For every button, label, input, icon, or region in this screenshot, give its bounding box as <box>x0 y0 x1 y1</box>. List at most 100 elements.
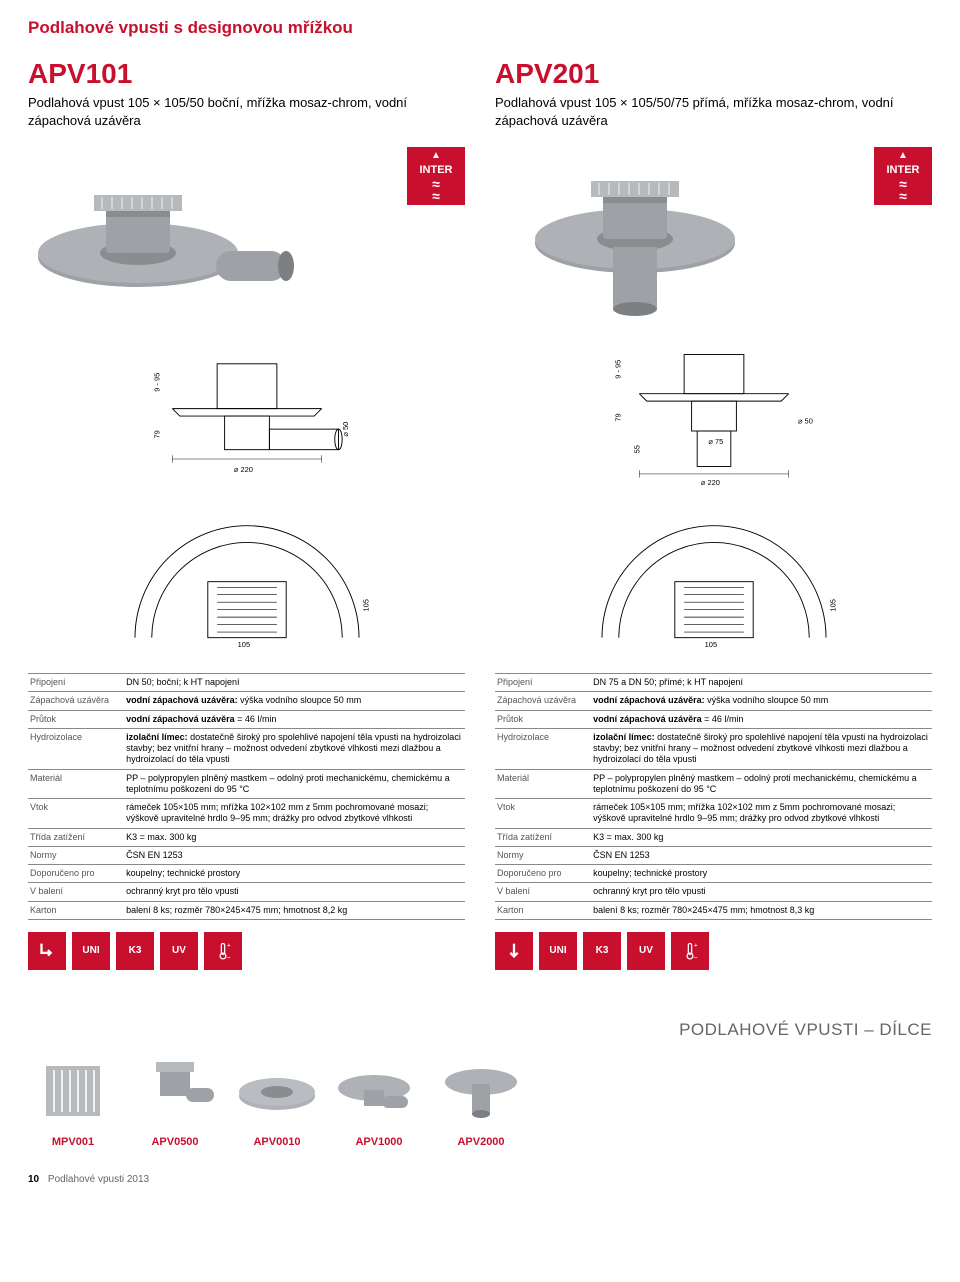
top-diagram: 105 105 <box>574 507 854 647</box>
product-col-apv201: APV201 Podlahová vpust 105 × 105/50/75 p… <box>495 58 932 970</box>
spec-row: V baleníochranný kryt pro tělo vpusti <box>495 883 932 901</box>
section-diagram: 9 - 95 79 55 ⌀ 75 ⌀ 50 ⌀ 220 <box>574 347 854 487</box>
spec-value: DN 75 a DN 50; přímé; k HT napojení <box>591 674 932 692</box>
spec-row: Hydroizolaceizolační límec: dostatečně š… <box>495 728 932 769</box>
spec-value: K3 = max. 300 kg <box>124 828 465 846</box>
spec-label: Hydroizolace <box>28 728 124 769</box>
svg-text:−: − <box>694 955 698 961</box>
spec-label: Připojení <box>28 674 124 692</box>
tech-diagrams: 9 - 95 79 55 ⌀ 75 ⌀ 50 ⌀ 220 <box>495 337 932 657</box>
product-col-apv101: APV101 Podlahová vpust 105 × 105/50 bočn… <box>28 58 465 970</box>
thermo-badge: +− <box>671 932 709 970</box>
svg-text:55: 55 <box>632 445 641 453</box>
spec-value: balení 8 ks; rozměr 780×245×475 mm; hmot… <box>591 901 932 919</box>
svg-text:⌀ 220: ⌀ 220 <box>233 465 252 474</box>
k3-badge: K3 <box>116 932 154 970</box>
spec-value: koupelny; technické prostory <box>124 865 465 883</box>
spec-label: Připojení <box>495 674 591 692</box>
inter-badge: ▲ INTER ≈≈ <box>874 147 932 205</box>
spec-row: Zápachová uzávěravodní zápachová uzávěra… <box>495 692 932 710</box>
spec-value: rámeček 105×105 mm; mřížka 102×102 mm z … <box>591 799 932 829</box>
thumb-image <box>28 1052 118 1130</box>
photo-row: ▲ INTER ≈≈ <box>28 147 465 317</box>
spec-row: Doporučeno prokoupelny; technické prosto… <box>28 865 465 883</box>
product-render <box>495 147 775 317</box>
uni-badge: UNI <box>72 932 110 970</box>
uni-badge: UNI <box>539 932 577 970</box>
spec-value: ČSN EN 1253 <box>124 846 465 864</box>
page-footer: 10 Podlahové vpusti 2013 <box>28 1174 932 1185</box>
spec-table: PřipojeníDN 75 a DN 50; přímé; k HT napo… <box>495 673 932 920</box>
photo-row: ▲ INTER ≈≈ <box>495 147 932 317</box>
spec-row: Průtokvodní zápachová uzávěra = 46 l/min <box>28 710 465 728</box>
thumb-apv0500: APV0500 <box>130 1052 220 1148</box>
thumb-image <box>130 1052 220 1130</box>
k3-badge: K3 <box>583 932 621 970</box>
spec-row: Hydroizolaceizolační límec: dostatečně š… <box>28 728 465 769</box>
thumb-image <box>436 1052 526 1130</box>
spec-value: koupelny; technické prostory <box>591 865 932 883</box>
spec-label: Doporučeno pro <box>28 865 124 883</box>
badges-row: UNI K3 UV +− <box>495 932 932 970</box>
spec-label: Vtok <box>28 799 124 829</box>
svg-text:79: 79 <box>613 413 622 421</box>
top-diagram: 105 105 <box>107 507 387 647</box>
spec-row: Kartonbalení 8 ks; rozměr 780×245×475 mm… <box>28 901 465 919</box>
spec-label: Třída zatížení <box>28 828 124 846</box>
inter-badge: ▲ INTER ≈≈ <box>407 147 465 205</box>
uv-badge: UV <box>160 932 198 970</box>
spec-value: vodní zápachová uzávěra: výška vodního s… <box>124 692 465 710</box>
uv-badge: UV <box>627 932 665 970</box>
svg-text:⌀ 50: ⌀ 50 <box>798 417 813 426</box>
spec-row: Doporučeno prokoupelny; technické prosto… <box>495 865 932 883</box>
spec-label: Materiál <box>28 769 124 799</box>
svg-text:105: 105 <box>361 599 370 611</box>
spec-row: Vtokrámeček 105×105 mm; mřížka 102×102 m… <box>28 799 465 829</box>
svg-text:9 - 95: 9 - 95 <box>613 360 622 379</box>
thumb-label: MPV001 <box>52 1136 94 1148</box>
spec-label: Průtok <box>495 710 591 728</box>
waves-icon: ≈≈ <box>899 179 907 201</box>
spec-label: Vtok <box>495 799 591 829</box>
tech-diagrams: 9 - 95 79 ⌀ 50 ⌀ 220 <box>28 337 465 657</box>
thumb-apv1000: APV1000 <box>334 1052 424 1148</box>
spec-row: NormyČSN EN 1253 <box>495 846 932 864</box>
spec-rows-1: PřipojeníDN 75 a DN 50; přímé; k HT napo… <box>495 674 932 920</box>
svg-text:⌀ 220: ⌀ 220 <box>700 478 719 487</box>
flow-down-icon <box>495 932 533 970</box>
thumb-label: APV2000 <box>457 1136 504 1148</box>
svg-text:+: + <box>227 943 231 949</box>
spec-rows-0: PřipojeníDN 50; boční; k HT napojeníZápa… <box>28 674 465 920</box>
spec-label: Zápachová uzávěra <box>495 692 591 710</box>
svg-text:+: + <box>694 943 698 949</box>
spec-table: PřipojeníDN 50; boční; k HT napojeníZápa… <box>28 673 465 920</box>
svg-text:9 - 95: 9 - 95 <box>152 373 161 392</box>
waves-icon: ≈≈ <box>432 179 440 201</box>
flow-side-icon <box>28 932 66 970</box>
thumb-mpv001: MPV001 <box>28 1052 118 1148</box>
spec-value: vodní zápachová uzávěra: výška vodního s… <box>591 692 932 710</box>
spec-label: Normy <box>28 846 124 864</box>
sku-desc: Podlahová vpust 105 × 105/50 boční, mříž… <box>28 94 465 129</box>
section-diagram: 9 - 95 79 ⌀ 50 ⌀ 220 <box>107 347 387 487</box>
spec-row: Třída zatíženíK3 = max. 300 kg <box>495 828 932 846</box>
thumb-apv2000: APV2000 <box>436 1052 526 1148</box>
svg-text:105: 105 <box>704 640 716 649</box>
spec-row: Zápachová uzávěravodní zápachová uzávěra… <box>28 692 465 710</box>
spec-value: ochranný kryt pro tělo vpusti <box>124 883 465 901</box>
spec-value: PP – polypropylen plněný mastkem – odoln… <box>591 769 932 799</box>
footer-text: Podlahové vpusti 2013 <box>48 1174 149 1185</box>
spec-row: PřipojeníDN 50; boční; k HT napojení <box>28 674 465 692</box>
svg-text:105: 105 <box>237 640 249 649</box>
svg-text:105: 105 <box>828 599 837 611</box>
thumb-label: APV0010 <box>253 1136 300 1148</box>
spec-label: Třída zatížení <box>495 828 591 846</box>
sku-desc: Podlahová vpust 105 × 105/50/75 přímá, m… <box>495 94 932 129</box>
thumb-image <box>232 1052 322 1130</box>
spec-label: Materiál <box>495 769 591 799</box>
svg-text:−: − <box>227 955 231 961</box>
spec-label: Doporučeno pro <box>495 865 591 883</box>
spec-value: izolační límec: dostatečně široký pro sp… <box>591 728 932 769</box>
spec-value: ochranný kryt pro tělo vpusti <box>591 883 932 901</box>
spec-row: Třída zatíženíK3 = max. 300 kg <box>28 828 465 846</box>
